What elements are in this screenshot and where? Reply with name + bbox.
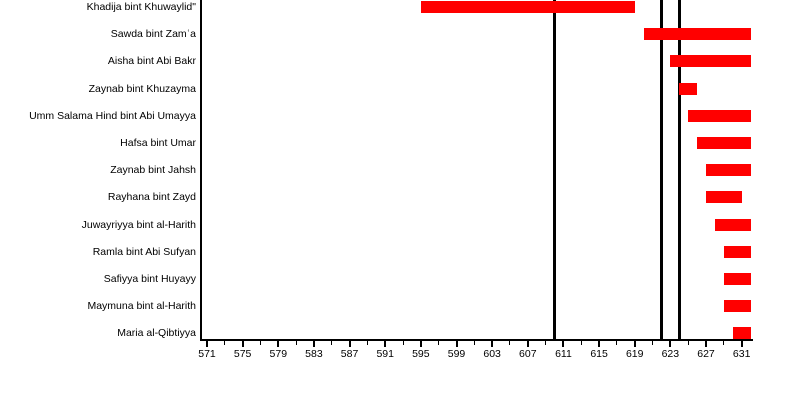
marriage-duration-bar <box>643 28 751 41</box>
marriage-duration-bar <box>723 300 751 313</box>
marriage-duration-bar <box>714 218 751 231</box>
marriage-duration-bar <box>679 82 698 95</box>
y-axis-line <box>200 0 202 341</box>
major-tick <box>526 341 529 347</box>
tick-label: 599 <box>447 348 466 360</box>
tick-label: 607 <box>519 348 537 360</box>
major-tick <box>669 341 672 347</box>
row-label: Aisha bint Abi Bakr <box>107 55 196 68</box>
marriage-duration-bar <box>723 273 751 285</box>
minor-tick <box>224 341 226 345</box>
tick-label: 631 <box>732 348 751 360</box>
minor-tick <box>402 341 404 345</box>
row-label: Khadija bint Khuwaylid" <box>86 1 196 13</box>
event-marker-line <box>677 0 681 339</box>
major-tick <box>206 341 208 347</box>
marriage-duration-bar <box>706 164 751 177</box>
row-label: Zaynab bint Khuzayma <box>88 82 196 95</box>
marriage-duration-bar <box>697 137 751 149</box>
tick-label: 583 <box>305 348 323 360</box>
minor-tick <box>687 341 689 345</box>
marriage-duration-bar <box>723 245 751 258</box>
row-label: Sawda bint Zamʿa <box>110 28 196 41</box>
major-tick <box>562 341 565 347</box>
tick-label: 627 <box>697 348 715 360</box>
major-tick <box>455 341 458 347</box>
minor-tick <box>652 341 654 345</box>
minor-tick <box>616 341 618 345</box>
marriage-duration-bar <box>706 191 742 204</box>
tick-label: 615 <box>590 348 608 360</box>
major-tick <box>241 341 244 347</box>
event-marker-line <box>553 0 557 339</box>
tick-label: 623 <box>661 348 680 360</box>
tick-label: 579 <box>269 348 288 360</box>
major-tick <box>312 341 315 347</box>
major-tick <box>419 341 422 347</box>
major-tick <box>633 341 636 347</box>
tick-label: 603 <box>483 348 501 360</box>
marriage-duration-bar <box>420 1 635 13</box>
minor-tick <box>295 341 297 345</box>
major-tick <box>277 341 280 347</box>
x-axis-line <box>200 339 753 341</box>
marriage-duration-bar <box>670 55 751 68</box>
row-label: Hafsa bint Umar <box>120 137 196 149</box>
row-label: Maria al-Qibtiyya <box>117 327 196 340</box>
minor-tick <box>509 341 511 345</box>
minor-tick <box>438 341 440 345</box>
major-tick <box>705 341 708 347</box>
row-label: Juwayriyya bint al-Harith <box>81 218 196 231</box>
major-tick <box>598 341 601 347</box>
minor-tick <box>580 341 582 345</box>
minor-tick <box>259 341 261 345</box>
tick-label: 611 <box>555 348 572 360</box>
major-tick <box>740 341 743 347</box>
tick-label: 619 <box>625 348 644 360</box>
tick-label: 595 <box>412 348 430 360</box>
row-label: Safiyya bint Huyayy <box>103 273 196 285</box>
minor-tick <box>545 341 547 345</box>
row-label: Rayhana bint Zayd <box>107 191 196 204</box>
row-label: Maymuna bint al-Harith <box>87 300 196 313</box>
row-label: Ramla bint Abi Sufyan <box>92 245 196 258</box>
marriage-duration-bar <box>732 327 751 340</box>
minor-tick <box>366 341 368 345</box>
major-tick <box>348 341 351 347</box>
tick-label: 587 <box>340 348 359 360</box>
row-label: Zaynab bint Jahsh <box>110 164 196 177</box>
marriage-duration-bar <box>688 109 751 122</box>
minor-tick <box>723 341 725 345</box>
tick-label: 571 <box>198 348 216 360</box>
major-tick <box>384 341 387 347</box>
row-label: Umm Salama Hind bint Abi Umayya <box>29 109 196 122</box>
tick-label: 575 <box>233 348 252 360</box>
major-tick <box>491 341 494 347</box>
minor-tick <box>331 341 333 345</box>
minor-tick <box>473 341 475 345</box>
tick-label: 591 <box>376 348 394 360</box>
event-marker-line <box>659 0 663 339</box>
